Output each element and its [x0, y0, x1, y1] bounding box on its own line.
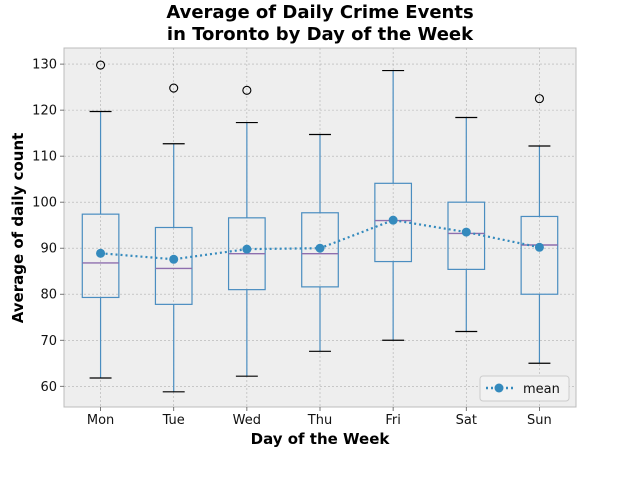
- box-iqr: [154, 226, 193, 305]
- outlier-point: [96, 60, 106, 70]
- x-tick-label-sat: Sat: [456, 413, 477, 428]
- mean-point-mon: [96, 248, 106, 258]
- outlier-point: [242, 85, 252, 95]
- box-iqr: [374, 182, 413, 263]
- x-tick-label-thu: Thu: [307, 413, 332, 428]
- outlier-point: [534, 94, 544, 104]
- x-axis-ticks: Mon Tue Wed Thu Fri Sat Sun: [87, 407, 552, 428]
- box-iqr: [81, 213, 120, 299]
- y-axis-ticks: 60 70 80 90 100 110 120 130: [32, 58, 64, 395]
- legend-mean-marker: [494, 383, 504, 393]
- y-axis-label: Average of daily count: [9, 133, 27, 324]
- mean-point-sat: [461, 227, 471, 237]
- boxes-layer: [81, 60, 559, 393]
- chart-title-line-2: in Toronto by Day of the Week: [167, 24, 474, 45]
- y-tick-label: 70: [40, 334, 57, 349]
- box-sat: [447, 116, 486, 333]
- legend-box: [479, 375, 570, 402]
- mean-point-tue: [169, 254, 179, 264]
- mean-series-layer: [96, 215, 544, 264]
- mean-point-thu: [315, 243, 325, 253]
- y-tick-label: 130: [32, 58, 57, 73]
- box-thu: [301, 133, 339, 352]
- mean-point-fri: [388, 215, 398, 225]
- outlier-point: [169, 83, 179, 93]
- y-tick-label: 90: [40, 242, 57, 257]
- y-tick-label: 100: [32, 196, 57, 211]
- y-tick-label: 60: [40, 380, 57, 395]
- box-wed: [227, 85, 266, 377]
- box-iqr: [301, 212, 339, 288]
- y-tick-label: 120: [32, 104, 57, 119]
- mean-point-wed: [242, 244, 252, 254]
- x-tick-label-mon: Mon: [87, 413, 114, 428]
- y-tick-label: 80: [40, 288, 57, 303]
- legend-mean-label: mean: [523, 382, 560, 397]
- legend: mean: [479, 375, 570, 402]
- box-iqr: [520, 215, 559, 295]
- mean-point-sun: [534, 242, 544, 252]
- x-tick-label-tue: Tue: [162, 413, 185, 428]
- x-tick-label-wed: Wed: [233, 413, 261, 428]
- x-tick-label-sun: Sun: [527, 413, 552, 428]
- chart-title-line-1: Average of Daily Crime Events: [166, 2, 473, 23]
- box-tue: [154, 83, 193, 393]
- x-axis-label: Day of the Week: [251, 430, 391, 448]
- box-mon: [81, 60, 120, 379]
- y-tick-label: 110: [32, 150, 57, 165]
- x-tick-label-fri: Fri: [385, 413, 401, 428]
